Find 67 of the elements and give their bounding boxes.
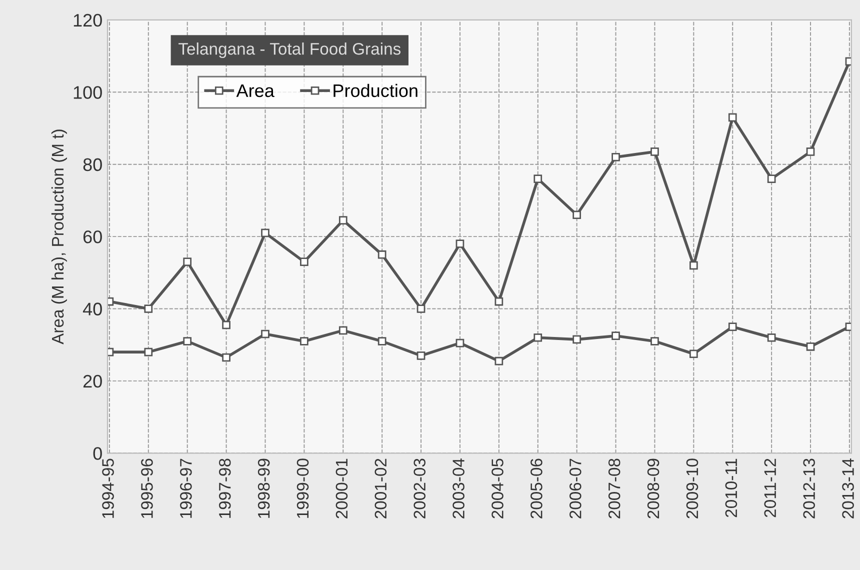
point (767, 174, 776, 183)
legend-label: Production (334, 84, 418, 98)
point (806, 342, 815, 351)
point (612, 332, 620, 340)
point (183, 337, 192, 346)
y-tick-label: 120 (74, 14, 102, 27)
y-tick-label: 60 (83, 230, 102, 244)
point (494, 297, 504, 306)
point (378, 337, 386, 346)
point (767, 333, 776, 342)
x-tick-label: 2007-08 (608, 458, 620, 518)
x-tick-label: 2001-02 (374, 458, 387, 518)
point (650, 337, 659, 346)
point (612, 152, 620, 162)
x-tick-label: 2009-10 (686, 458, 698, 518)
x-tick-label: 2008-09 (647, 458, 660, 518)
text: Telangana - Total Food Grains (178, 42, 401, 58)
x-tick-label: 2000-01 (336, 458, 348, 518)
point (378, 250, 386, 259)
x-tick-label: 2012-13 (803, 458, 815, 518)
point (728, 113, 737, 122)
x-tick-label: 2004-05 (492, 458, 504, 518)
point (222, 353, 230, 362)
point (144, 304, 153, 313)
point (261, 228, 270, 238)
y-tick-label: 100 (74, 86, 102, 99)
point (183, 258, 192, 266)
point (806, 148, 815, 156)
point (728, 322, 737, 331)
x-tick-label: 2006-07 (569, 458, 582, 518)
point (416, 304, 426, 313)
x-tick-label: 2002-03 (414, 458, 426, 518)
y-tick-label: 80 (83, 158, 102, 172)
point (300, 337, 308, 346)
point (456, 240, 464, 248)
point (222, 320, 230, 330)
x-tick-label: 2003-04 (452, 458, 464, 518)
x-tick-label: 2005-06 (530, 458, 542, 518)
y-axis-title: Area (M ha), Production (M t) (51, 130, 67, 344)
x-tick-label: 1994-95 (102, 458, 114, 518)
point (494, 356, 504, 366)
x-tick-label: 1998-99 (258, 458, 270, 518)
x-tick-label: 1996-97 (180, 458, 192, 518)
y-tick-label: 20 (83, 374, 102, 388)
point (338, 326, 348, 335)
point (689, 261, 698, 270)
point (144, 348, 153, 356)
y-tick-label: 0 (93, 447, 102, 460)
point (261, 330, 270, 338)
x-tick-label: 2010-11 (725, 458, 738, 518)
point (456, 338, 464, 348)
x-tick-label: 1997-98 (218, 458, 231, 518)
point (572, 335, 581, 344)
legend-label: Area (236, 84, 274, 98)
point (534, 333, 542, 342)
point (572, 210, 581, 220)
point (300, 258, 308, 266)
x-tick-label: 2013-14 (842, 458, 854, 518)
point (650, 148, 659, 156)
point (338, 216, 348, 224)
point (416, 352, 426, 360)
point (534, 174, 542, 183)
x-tick-label: 2011-12 (764, 458, 776, 518)
y-tick-label: 40 (82, 302, 102, 316)
x-tick-label: 1999-00 (296, 458, 309, 518)
x-tick-label: 1995-96 (141, 458, 153, 518)
point (689, 350, 698, 358)
